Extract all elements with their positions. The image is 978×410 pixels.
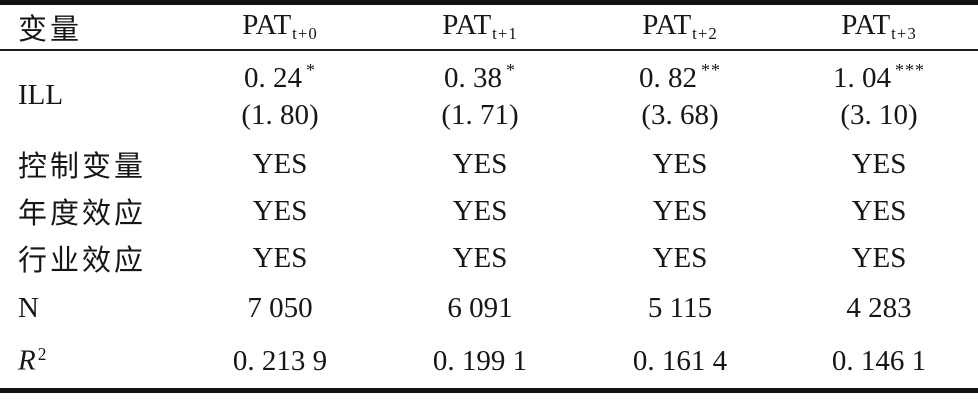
year-effects-t0: YES <box>252 194 308 227</box>
year-effects-t2: YES <box>652 194 708 227</box>
pat-t2-base: PAT <box>642 9 692 42</box>
r-squared-exponent: 2 <box>37 344 47 365</box>
industry-effects-t1: YES <box>452 241 508 274</box>
controls-t2: YES <box>652 147 708 180</box>
ill-tstat-t2: (3. 68) <box>641 98 719 131</box>
header-row: 变量 PATt+0 PATt+1 PATt+2 PATt+3 <box>0 2 978 51</box>
sample-size-row: N 7 050 6 091 5 115 4 283 <box>0 282 978 335</box>
coef-value: 0. 24 <box>244 61 302 94</box>
row-label-ill: ILL <box>18 79 64 111</box>
row-label-year-effects: 年度效应 <box>18 198 147 230</box>
n-t2: 5 115 <box>647 291 713 324</box>
ill-coefficient-row: ILL 0. 24 * 0. 38 * 0. 82 ** 1. 04 *** <box>0 50 978 111</box>
industry-effects-row: 行业效应 YES YES YES YES <box>0 235 978 282</box>
row-label-industry-effects: 行业效应 <box>18 245 147 277</box>
year-effects-row: 年度效应 YES YES YES YES <box>0 188 978 235</box>
pat-t3-base: PAT <box>841 9 891 42</box>
results-table: 变量 PATt+0 PATt+1 PATt+2 PATt+3 ILL 0. 24… <box>0 0 978 393</box>
row-label-controls: 控制变量 <box>18 151 147 183</box>
industry-effects-t3: YES <box>851 241 907 274</box>
controls-t3: YES <box>851 147 907 180</box>
ill-coef-t0: 0. 24 * <box>180 50 380 97</box>
ill-coef-t3: 1. 04 *** <box>780 50 978 97</box>
row-label-n: N <box>18 291 39 324</box>
header-col-pat-t2: PATt+2 <box>580 2 780 51</box>
pat-t1-subscript: t+1 <box>492 24 518 44</box>
n-t0: 7 050 <box>247 291 313 324</box>
pat-t2-subscript: t+2 <box>692 24 718 44</box>
pat-t0-subscript: t+0 <box>292 24 318 44</box>
ill-tstat-t1: (1. 71) <box>441 98 519 131</box>
pat-t1-base: PAT <box>442 9 492 42</box>
controls-row: 控制变量 YES YES YES YES <box>0 141 978 188</box>
controls-t1: YES <box>452 147 508 180</box>
significance-stars: *** <box>895 60 925 81</box>
ill-coef-t1: 0. 38 * <box>380 50 580 97</box>
industry-effects-t2: YES <box>652 241 708 274</box>
header-col-pat-t1: PATt+1 <box>380 2 580 51</box>
r-squared-t1: 0. 199 1 <box>432 344 528 377</box>
industry-effects-t0: YES <box>252 241 308 274</box>
coef-value: 0. 38 <box>444 61 502 94</box>
ill-coef-t2: 0. 82 ** <box>580 50 780 97</box>
controls-t0: YES <box>252 147 308 180</box>
n-t1: 6 091 <box>447 291 513 324</box>
ill-tstat-row: (1. 80) (1. 71) (3. 68) (3. 10) <box>0 97 978 141</box>
pat-t3-subscript: t+3 <box>891 24 917 44</box>
header-variable-label: 变量 <box>0 2 180 51</box>
r-squared-t2: 0. 161 4 <box>632 344 728 377</box>
year-effects-t3: YES <box>851 194 907 227</box>
n-t3: 4 283 <box>846 291 912 324</box>
pat-t0-base: PAT <box>242 9 292 42</box>
ill-tstat-t0: (1. 80) <box>241 98 319 131</box>
ill-tstat-t3: (3. 10) <box>840 98 918 131</box>
coef-value: 1. 04 <box>833 61 892 94</box>
year-effects-t1: YES <box>452 194 508 227</box>
header-col-pat-t0: PATt+0 <box>180 2 380 51</box>
header-col-pat-t3: PATt+3 <box>780 2 978 51</box>
significance-stars: * <box>506 60 516 81</box>
r-squared-base: R <box>18 345 36 378</box>
r-squared-t0: 0. 213 9 <box>232 344 328 377</box>
coef-value: 0. 82 <box>639 61 698 94</box>
significance-stars: * <box>306 60 316 81</box>
significance-stars: ** <box>701 60 721 81</box>
r-squared-t3: 0. 146 1 <box>831 344 927 377</box>
